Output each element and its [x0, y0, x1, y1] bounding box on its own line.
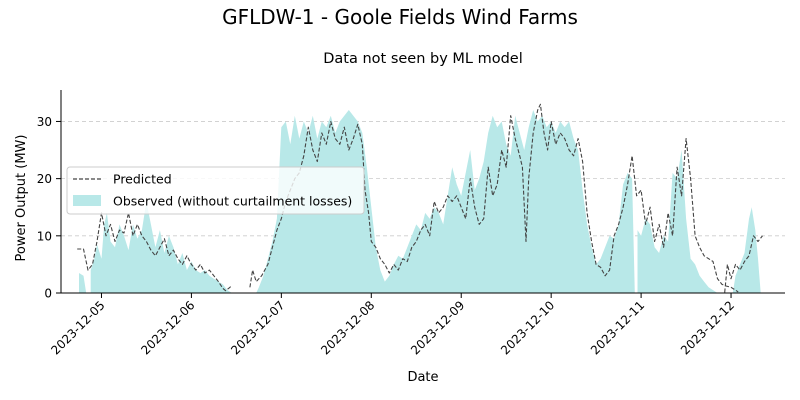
- legend: Predicted Observed (without curtailment …: [66, 166, 365, 215]
- y-tick-label: 10: [37, 229, 52, 243]
- x-tick-label: 2023-12-10: [498, 298, 557, 357]
- predicted-line-segment: [249, 103, 739, 293]
- x-tick-label: 2023-12-11: [588, 298, 647, 357]
- x-tick-label: 2023-12-05: [48, 298, 107, 357]
- x-tick-label: 2023-12-06: [138, 298, 197, 357]
- y-axis-label: Power Output (MW): [14, 135, 29, 262]
- legend-observed-label: Observed (without curtailment losses): [113, 194, 352, 209]
- x-tick-label: 2023-12-07: [228, 298, 287, 357]
- observed-area-segment: [79, 201, 232, 293]
- legend-observed-swatch: [73, 195, 101, 206]
- x-tick-label: 2023-12-09: [408, 298, 467, 357]
- chart-suptitle: GFLDW-1 - Goole Fields Wind Farms: [222, 5, 578, 29]
- predicted-line-segment: [77, 212, 233, 292]
- legend-predicted-label: Predicted: [113, 172, 172, 187]
- predicted-line-group: [77, 103, 763, 293]
- predicted-line-segment: [724, 235, 763, 293]
- observed-area-segment: [732, 207, 761, 293]
- observed-area-group: [79, 110, 761, 293]
- chart-title: Data not seen by ML model: [323, 51, 523, 67]
- x-tick-label: 2023-12-08: [318, 298, 377, 357]
- x-axis-ticks: 2023-12-05 2023-12-06 2023-12-07 2023-12-08…: [48, 293, 737, 357]
- y-tick-label: 30: [37, 115, 52, 129]
- legend-box: [66, 166, 365, 215]
- x-tick-label: 2023-12-12: [678, 298, 737, 357]
- y-axis-ticks: 0 10 20 30: [37, 115, 61, 301]
- observed-area-segment: [256, 110, 718, 293]
- y-tick-label: 0: [44, 287, 52, 301]
- x-axis-label: Date: [407, 370, 438, 385]
- y-tick-label: 20: [37, 172, 52, 186]
